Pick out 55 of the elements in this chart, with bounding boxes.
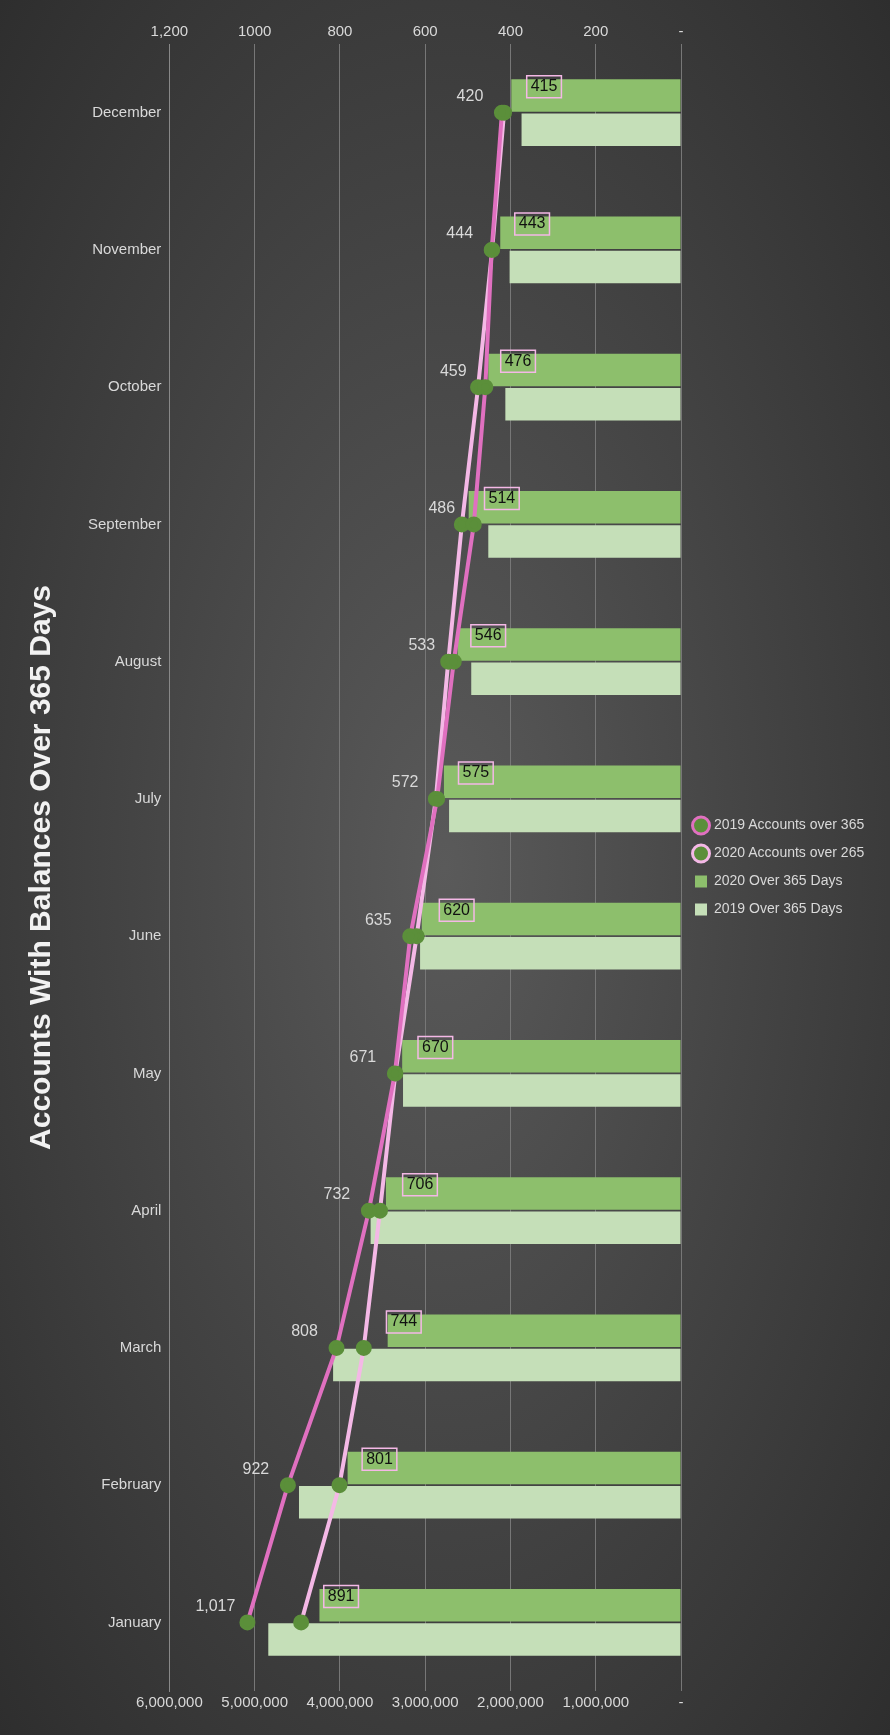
x-tick-label: 2,000,000 (477, 1693, 544, 1711)
x-tick-label: 6,000,000 (136, 1693, 203, 1711)
data-label: 486 (428, 498, 456, 516)
data-label: 891 (327, 1586, 355, 1604)
data-label: 415 (530, 77, 558, 95)
x2-tick-label: 600 (412, 22, 438, 40)
legend-label: 2019 Over 365 Days (714, 900, 843, 917)
data-label: 476 (504, 351, 532, 369)
legend-label: 2019 Accounts over 365 (714, 816, 865, 833)
data-label: 514 (488, 488, 516, 506)
data-label: 546 (474, 626, 502, 644)
y-tick-label: March (119, 1338, 162, 1356)
text: Accounts With Balances Over 365 Days (23, 585, 57, 1150)
x-tick-label: 4,000,000 (306, 1693, 374, 1711)
data-label: 575 (462, 763, 490, 781)
y-tick-label: September (88, 514, 162, 532)
y-tick-label: February (101, 1475, 162, 1493)
y-tick-label: December (92, 102, 162, 120)
data-label: 801 (366, 1449, 393, 1467)
data-label: 420 (456, 87, 484, 105)
data-label: 620 (443, 900, 471, 918)
data-label: 635 (364, 910, 392, 928)
data-label: 706 (406, 1175, 434, 1193)
data-label: 1,017 (195, 1596, 236, 1614)
data-label: 459 (439, 361, 467, 379)
data-label: 443 (518, 214, 546, 232)
data-label: 572 (391, 773, 419, 791)
data-label: 744 (390, 1312, 418, 1330)
data-label: 444 (446, 224, 474, 242)
x2-tick-label: 400 (497, 22, 523, 40)
x-tick-label: 1,000,000 (562, 1693, 630, 1711)
legend-label: 2020 Accounts over 265 (714, 844, 865, 861)
x-tick-label: 5,000,000 (221, 1693, 289, 1711)
data-label: 670 (421, 1037, 449, 1055)
legend-label: 2020 Over 365 Days (714, 872, 843, 889)
y-tick-label: August (114, 651, 163, 669)
data-label: 732 (323, 1185, 351, 1203)
x2-tick-label: 1,200 (150, 22, 189, 40)
y-tick-label: May (133, 1063, 162, 1081)
x-tick-label: 3,000,000 (391, 1693, 459, 1711)
data-label: 808 (291, 1322, 318, 1340)
x2-tick-label: 200 (583, 22, 609, 40)
y-tick-label: January (108, 1612, 162, 1630)
y-tick-label: June (128, 926, 162, 944)
y-tick-label: November (92, 240, 162, 258)
data-label: 922 (242, 1459, 270, 1477)
data-label: 671 (349, 1047, 377, 1065)
data-label: 533 (408, 636, 436, 654)
x-tick-label: - (678, 1693, 684, 1711)
x2-tick-label: 800 (327, 22, 353, 40)
y-tick-label: October (108, 377, 162, 395)
x2-tick-label: 1000 (237, 22, 272, 40)
x2-tick-label: - (678, 22, 684, 40)
y-tick-label: July (134, 789, 162, 807)
y-tick-label: April (131, 1200, 162, 1218)
